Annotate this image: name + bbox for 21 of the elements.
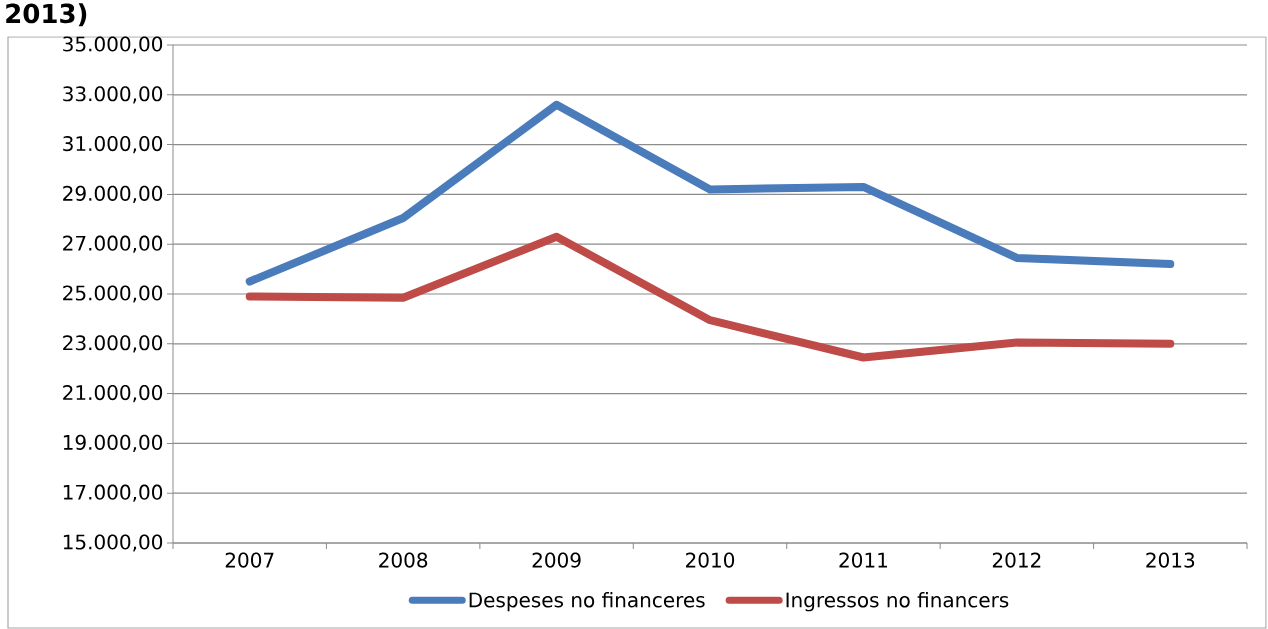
y-tick-label: 35.000,00 — [63, 36, 163, 54]
y-tick-label: 29.000,00 — [63, 185, 163, 203]
y-tick-label: 23.000,00 — [63, 335, 163, 353]
y-tick-label: 31.000,00 — [63, 136, 163, 154]
legend-label: Despeses no financeres — [469, 592, 705, 612]
chart-title: 2013) — [6, 3, 87, 27]
x-tick-label: 2013 — [1146, 552, 1195, 568]
y-tick-label: 25.000,00 — [63, 285, 163, 303]
y-tick-label: 19.000,00 — [63, 434, 163, 452]
x-tick-label: 2011 — [839, 552, 888, 568]
x-tick-label: 2010 — [686, 552, 735, 568]
y-tick-label: 27.000,00 — [63, 235, 163, 253]
x-tick-label: 2007 — [225, 552, 274, 568]
y-tick-label: 17.000,00 — [63, 484, 163, 502]
x-tick-label: 2012 — [992, 552, 1041, 568]
y-tick-label: 15.000,00 — [63, 534, 163, 552]
legend-label: Ingressos no financers — [786, 592, 1009, 612]
y-tick-label: 33.000,00 — [63, 86, 163, 104]
y-tick-label: 21.000,00 — [63, 385, 163, 403]
x-tick-label: 2009 — [532, 552, 581, 568]
x-tick-label: 2008 — [379, 552, 428, 568]
